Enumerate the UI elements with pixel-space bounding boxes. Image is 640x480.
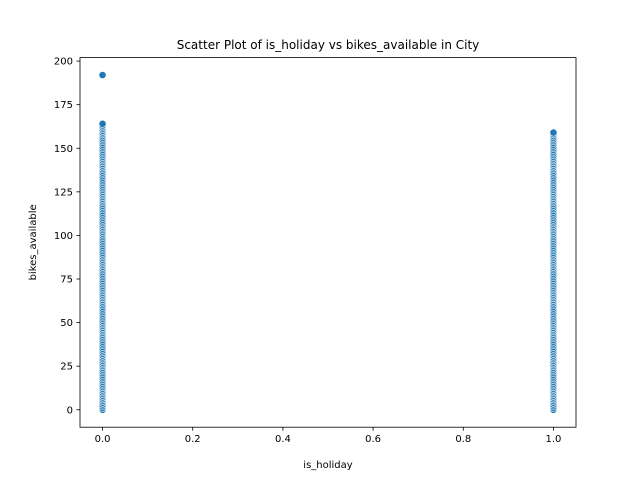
data-point (98, 71, 107, 79)
y-tick-label: 25 (60, 362, 73, 373)
x-tick-label: 0.6 (365, 434, 381, 445)
y-tick-label: 200 (54, 57, 73, 68)
y-tick-label: 150 (54, 144, 73, 155)
x-axis-label: is_holiday (303, 460, 352, 471)
plot-area-frame (79, 57, 577, 428)
x-tick-label: 0.2 (185, 434, 201, 445)
scatter-points (98, 71, 558, 414)
x-tick-label: 0.4 (275, 434, 291, 445)
chart-title: Scatter Plot of is_holiday vs bikes_avai… (177, 38, 480, 52)
y-tick-label: 50 (60, 318, 73, 329)
y-tick-label: 175 (54, 100, 73, 111)
x-tick-label: 0.0 (95, 434, 111, 445)
x-tick-label: 1.0 (546, 434, 562, 445)
data-point (549, 128, 558, 137)
data-point (98, 119, 107, 128)
y-tick-label: 75 (60, 275, 73, 286)
x-axis: 0.0 0.2 0.4 0.6 0.8 1.0 (95, 427, 562, 445)
y-tick-label: 100 (54, 231, 73, 242)
x-tick-label: 0.8 (455, 434, 471, 445)
y-tick-label: 0 (67, 405, 73, 416)
y-axis: 0 25 50 75 100 125 150 175 200 (54, 57, 80, 416)
y-tick-label: 125 (54, 187, 73, 198)
y-axis-label: bikes_available (28, 204, 39, 280)
